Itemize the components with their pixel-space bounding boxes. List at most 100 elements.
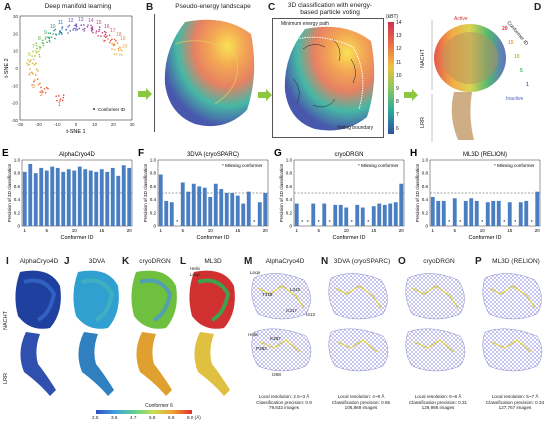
tsne-point: [61, 99, 64, 102]
tsne-point: [109, 39, 112, 42]
missing-marker: *: [531, 220, 533, 226]
bar-ytick: 0.4: [14, 197, 21, 202]
bar: [116, 175, 121, 226]
tsne-xlabel: t-SNE 1: [66, 129, 85, 135]
tsne-point: [76, 28, 79, 31]
tsne-point: [111, 43, 113, 45]
missing-marker: *: [503, 220, 505, 226]
energy-cbar-unit: (kBT): [386, 14, 399, 20]
bar-ytick: 0: [289, 224, 292, 229]
tsne-point: [36, 78, 39, 80]
tsne-point: [35, 62, 37, 64]
bar-chart-title: 3DVA (cryoSPARC): [187, 152, 239, 158]
tsne-point: [101, 31, 104, 34]
missing-legend: * Missing conformer: [222, 163, 263, 168]
tsne-xtick: -30: [17, 122, 24, 127]
bar: [72, 170, 77, 226]
mesh-stat-line: Classification precision: 0.31: [408, 399, 468, 405]
tsne-point: [40, 86, 42, 89]
bar: [491, 200, 496, 226]
bar: [219, 189, 224, 226]
d-nacht-label: NACHT: [420, 49, 426, 68]
bar-xtick: 5: [453, 228, 456, 233]
bar: [158, 174, 163, 226]
tsne-point: [69, 30, 72, 32]
bar: [66, 169, 71, 226]
tsne-point: [113, 43, 116, 45]
bar: [77, 166, 82, 226]
tsne-point: [38, 53, 41, 56]
tsne-point: [75, 27, 77, 30]
density-title: AlphaCryo4D: [19, 258, 59, 265]
density-map-i: [15, 270, 61, 396]
tsne-point: [72, 29, 74, 31]
tsne-point: [34, 79, 36, 81]
tsne-point: [47, 36, 49, 39]
bottom-cbar-title: Conformer 6: [145, 403, 173, 409]
bar: [105, 171, 110, 226]
voting-boundary-label: Voting boundary: [337, 125, 374, 131]
tsne-point: [34, 74, 37, 76]
energy-landscape-b: [154, 14, 259, 132]
l-loop-label: Loop: [190, 272, 201, 277]
tsne-point: [42, 44, 45, 47]
bar: [257, 202, 262, 226]
density-title: cryoDRGN: [139, 258, 171, 265]
bar-xtick: 1: [159, 228, 162, 233]
bar: [169, 202, 174, 226]
bar-ytick: 1.0: [286, 158, 293, 163]
bar-xtick: 15: [235, 228, 241, 233]
panel-label-p: P: [475, 256, 482, 267]
d-lrr-label: LRR: [420, 116, 426, 128]
tsne-point: [39, 48, 41, 50]
bar-xtick: 15: [371, 228, 377, 233]
bar-ytick: 0.2: [150, 210, 157, 215]
tsne-point: [113, 38, 116, 41]
bar: [430, 196, 435, 226]
bar-ytick: 0.6: [422, 184, 429, 189]
tsne-point: [98, 30, 100, 33]
tsne-point: [75, 29, 77, 31]
bar-xtick: 20: [263, 228, 269, 233]
tsne-conformer-id: 18: [116, 32, 122, 38]
bar-ytick: 0.2: [286, 210, 293, 215]
energy-cbar-tick: 10: [396, 72, 402, 79]
tsne-conformer-id: 11: [58, 20, 63, 26]
bar: [83, 169, 88, 226]
tsne-point: [48, 39, 51, 42]
tsne-point: [52, 33, 54, 35]
missing-marker: *: [176, 220, 178, 226]
energy-cbar-tick: 6: [396, 125, 399, 132]
tsne-point: [42, 42, 45, 44]
bar-ytick: 0: [17, 224, 20, 229]
energy-cbar-tick: 13: [396, 33, 402, 40]
tsne-point: [33, 63, 36, 66]
bar-xtick: 20: [399, 228, 405, 233]
tsne-point: [119, 48, 122, 51]
tsne-conformer-id: 5: [26, 62, 29, 68]
tsne-point: [68, 24, 71, 27]
energy-cbar-tick: 14: [396, 20, 402, 26]
tsne-conformer-id: 20: [122, 44, 128, 50]
tsne-point: [37, 70, 39, 72]
residue-label: I288: [272, 372, 281, 377]
bar: [164, 200, 169, 226]
bar-ytick: 0.6: [14, 184, 21, 189]
bar: [241, 203, 246, 226]
panel-b-title: Pseudo-energy landscape: [175, 3, 251, 10]
bar: [524, 200, 529, 226]
tsne-point: [120, 54, 123, 56]
tsne-point: [67, 32, 69, 34]
mesh-stat-line: Local resolution: 4~8 Å: [337, 394, 385, 399]
tsne-conformer-id: 10: [50, 24, 56, 30]
tsne-point: [95, 32, 97, 34]
tsne-point: [75, 25, 78, 28]
panel-label-e: E: [2, 148, 9, 159]
tsne-ytick: -10: [11, 83, 18, 88]
tsne-point: [103, 40, 105, 42]
bottom-cbar-tick: 3.6: [111, 415, 118, 420]
tsne-point: [115, 40, 117, 42]
missing-marker: *: [367, 220, 369, 226]
panel-label-m: M: [244, 256, 253, 267]
bar-ylabel: Precision of 3D classification: [143, 163, 148, 222]
